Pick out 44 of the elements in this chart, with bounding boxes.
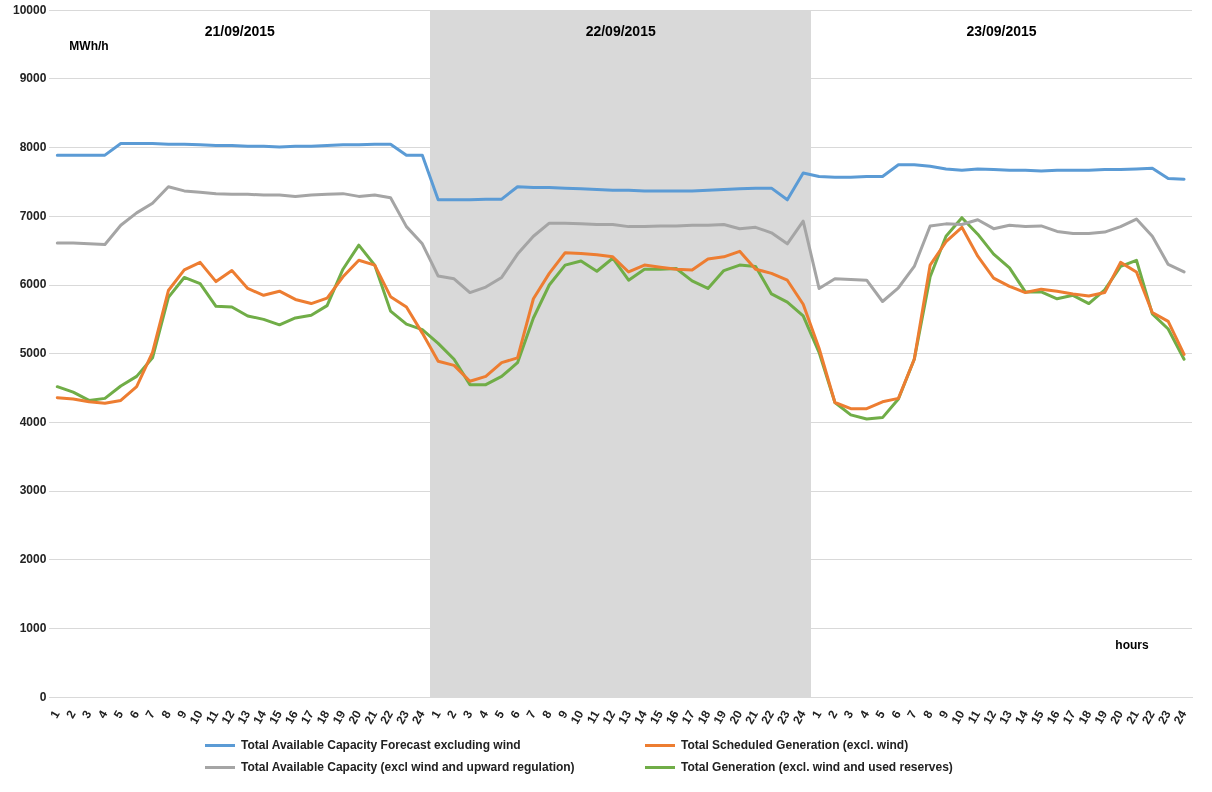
annotation: 21/09/2015 [204, 23, 276, 40]
x-tick-label: 4 [856, 707, 873, 721]
y-tick-label: 10000 [12, 2, 47, 17]
x-tick-label: 6 [507, 707, 524, 721]
y-tick-label: 7000 [19, 208, 47, 223]
y-tick-label: 8000 [19, 139, 47, 154]
y-tick-label: 2000 [19, 552, 47, 567]
legend-label: Total Scheduled Generation (excl. wind) [681, 738, 909, 752]
x-tick-label: 1 [47, 707, 63, 721]
x-tick-label: 4 [94, 707, 111, 721]
x-tick-label: 7 [523, 707, 540, 721]
x-tick-label: 5 [110, 707, 127, 721]
x-tick-label: 2 [63, 707, 79, 721]
x-tick-label: 2 [824, 707, 841, 721]
y-tick-label: 1000 [19, 620, 47, 635]
x-tick-label: 2 [444, 707, 460, 721]
x-tick-label: 5 [491, 707, 508, 721]
x-tick-label: 8 [539, 707, 555, 721]
x-tick-label: 8 [158, 707, 175, 721]
x-tick-label: 1 [428, 707, 444, 721]
y-tick-label: 4000 [19, 414, 47, 429]
legend-label: Total Available Capacity (excl wind and upward regulation) [241, 760, 575, 774]
y-tick-label: 3000 [19, 483, 47, 498]
x-tick-label: 7 [904, 707, 920, 721]
y-tick-label: 0 [39, 689, 47, 704]
x-tick-label: 5 [872, 707, 889, 721]
legend-label: Total Generation (excl. wind and used reserves) [681, 760, 953, 774]
x-axis-title: hours [1115, 637, 1149, 652]
x-tick-label: 3 [840, 707, 857, 721]
x-tick-label: 1 [809, 707, 825, 721]
y-tick-label: 6000 [19, 277, 47, 292]
y-tick-label: 9000 [19, 71, 47, 86]
x-tick-label: 4 [475, 707, 492, 721]
annotation: 22/09/2015 [585, 23, 656, 40]
x-tick-label: 6 [126, 707, 143, 721]
y-tick-label: 5000 [19, 346, 47, 361]
annotation: 23/09/2015 [966, 23, 1037, 40]
x-tick-label: 8 [920, 707, 936, 721]
x-tick-label: 6 [888, 707, 905, 721]
y-axis-title: MWh/h [69, 38, 109, 53]
x-tick-label: 3 [79, 707, 95, 721]
legend-label: Total Available Capacity Forecast excluding wind [241, 738, 521, 752]
x-tick-label: 7 [142, 707, 159, 721]
x-tick-label: 3 [459, 707, 476, 721]
